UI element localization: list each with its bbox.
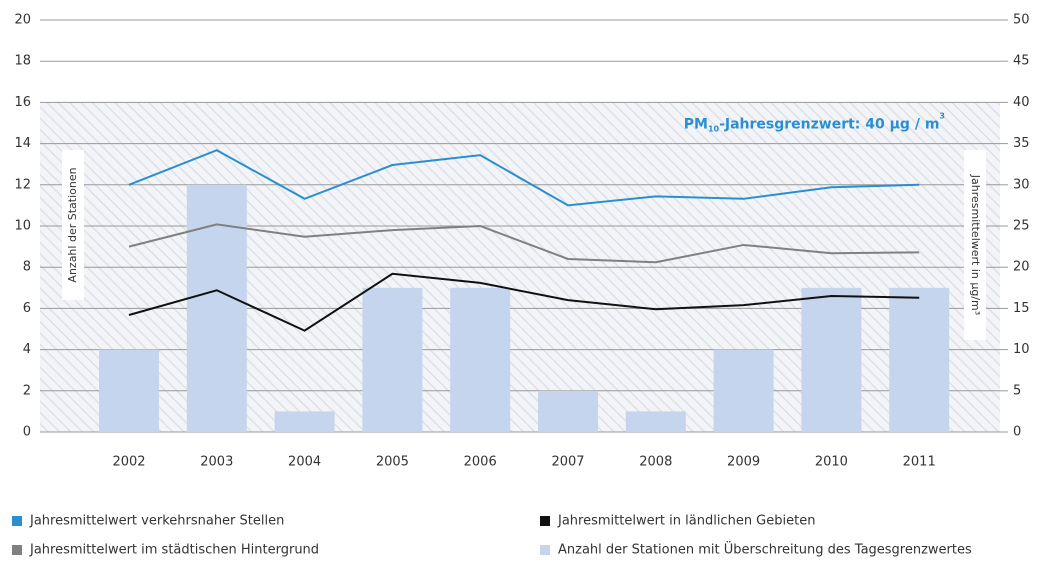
- y2-tick-label: 50: [1013, 13, 1030, 28]
- x-tick-label: 2003: [200, 455, 233, 470]
- legend-swatch: [12, 516, 22, 526]
- y2-tick-label: 45: [1013, 54, 1030, 69]
- x-tick-label: 2004: [288, 455, 321, 470]
- y-tick-label: 0: [23, 425, 31, 440]
- y-label-bg: [62, 150, 84, 300]
- limit-label-part: 10: [708, 124, 720, 133]
- limit-label-part: -Jahresgrenzwert: 40 µg / m: [719, 116, 939, 132]
- y2-tick-label: 35: [1013, 136, 1030, 151]
- y2-tick-label: 15: [1013, 301, 1030, 316]
- y2-tick-label: 25: [1013, 219, 1030, 234]
- bar: [450, 287, 511, 432]
- y-tick-label: 2: [23, 383, 31, 398]
- legend-swatch: [12, 545, 22, 555]
- y2-tick-label: 30: [1013, 177, 1030, 192]
- y-tick-label: 18: [14, 54, 31, 69]
- limit-label-part: PM: [684, 116, 708, 132]
- bar: [713, 349, 774, 432]
- y-tick-label: 8: [23, 260, 31, 275]
- y-tick-label: 14: [14, 136, 31, 151]
- limit-label: PM10-Jahresgrenzwert: 40 µg / m3: [684, 111, 945, 133]
- bar: [274, 411, 335, 432]
- x-tick-label: 2005: [376, 455, 409, 470]
- bar: [801, 287, 862, 432]
- legend-label: Jahresmittelwert in ländlichen Gebieten: [557, 514, 815, 529]
- y2-tick-label: 10: [1013, 342, 1030, 357]
- x-tick-label: 2007: [551, 455, 584, 470]
- legend-label: Anzahl der Stationen mit Überschreitung …: [558, 541, 972, 558]
- y-label: Anzahl der Stationen: [66, 167, 79, 282]
- line: [128, 272, 920, 332]
- x-tick-label: 2010: [815, 455, 848, 470]
- y2-label: Jahresmittelwert in µg/m³: [969, 174, 982, 315]
- line: [128, 149, 920, 207]
- y-tick-label: 6: [23, 301, 31, 316]
- y-tick-label: 4: [23, 342, 31, 357]
- legend-swatch: [540, 516, 550, 526]
- y2-tick-label: 20: [1013, 260, 1030, 275]
- x-tick-label: 2011: [903, 455, 936, 470]
- x-tick-label: 2008: [639, 455, 672, 470]
- y2-tick-label: 5: [1013, 383, 1021, 398]
- line: [128, 223, 920, 264]
- legend-label: Jahresmittelwert im städtischen Hintergr…: [29, 543, 319, 558]
- y-tick-label: 16: [14, 95, 31, 110]
- legend-label: Jahresmittelwert verkehrsnaher Stellen: [29, 514, 284, 529]
- y-tick-label: 20: [14, 13, 31, 28]
- bar: [538, 390, 598, 432]
- y-tick-label: 12: [14, 177, 31, 192]
- bar: [362, 287, 423, 432]
- x-tick-label: 2009: [727, 455, 760, 470]
- bar: [625, 411, 686, 432]
- y2-tick-label: 40: [1013, 95, 1030, 110]
- x-tick-label: 2002: [112, 455, 145, 470]
- y-tick-label: 10: [14, 219, 31, 234]
- y2-tick-label: 0: [1013, 425, 1021, 440]
- limit-label-part: 3: [939, 111, 945, 120]
- x-tick-label: 2006: [464, 455, 497, 470]
- bar: [889, 287, 950, 432]
- bar: [186, 184, 247, 432]
- y2-label-bg: [964, 150, 986, 340]
- legend-swatch: [540, 545, 550, 555]
- bar: [99, 349, 159, 432]
